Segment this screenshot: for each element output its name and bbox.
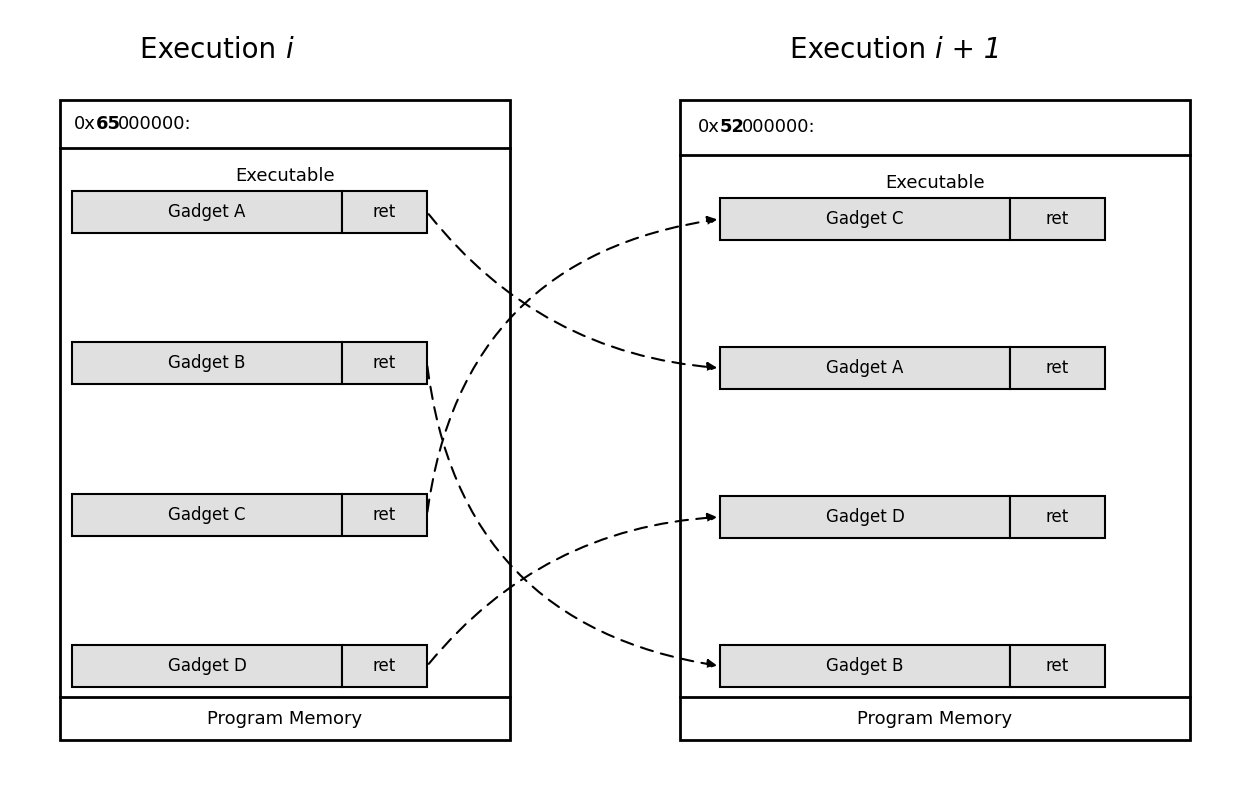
Text: ret: ret — [1045, 657, 1069, 675]
Text: Execution: Execution — [790, 36, 935, 64]
Text: Gadget C: Gadget C — [169, 506, 246, 524]
Bar — [72, 494, 342, 535]
FancyArrowPatch shape — [429, 214, 715, 371]
Text: 0x: 0x — [74, 115, 95, 133]
Bar — [680, 100, 1190, 740]
Text: 000000:: 000000: — [118, 115, 192, 133]
Text: Executable: Executable — [885, 174, 985, 192]
Bar — [1011, 198, 1105, 240]
FancyArrowPatch shape — [428, 366, 715, 668]
Text: Program Memory: Program Memory — [207, 710, 362, 728]
Text: 65: 65 — [95, 115, 122, 133]
Text: Gadget D: Gadget D — [167, 657, 247, 675]
Bar — [1011, 347, 1105, 389]
Bar — [72, 645, 342, 687]
Text: Execution: Execution — [140, 36, 285, 64]
Bar — [1011, 496, 1105, 538]
Text: Gadget B: Gadget B — [826, 657, 904, 675]
Text: ret: ret — [373, 506, 396, 524]
Text: Gadget A: Gadget A — [169, 203, 246, 221]
Bar — [342, 191, 427, 233]
Bar — [342, 342, 427, 385]
Bar — [342, 645, 427, 687]
Text: Executable: Executable — [236, 167, 335, 185]
Bar — [720, 496, 1011, 538]
Text: Gadget A: Gadget A — [826, 359, 904, 377]
Text: i: i — [285, 36, 293, 64]
Text: Program Memory: Program Memory — [857, 710, 1013, 728]
Text: ret: ret — [1045, 210, 1069, 228]
Bar — [720, 198, 1011, 240]
Text: Gadget B: Gadget B — [169, 354, 246, 372]
Text: ret: ret — [1045, 508, 1069, 526]
Text: Gadget D: Gadget D — [826, 508, 904, 526]
Text: ret: ret — [1045, 359, 1069, 377]
FancyArrowPatch shape — [428, 217, 715, 512]
Bar — [720, 645, 1011, 687]
Bar — [342, 494, 427, 535]
Text: Gadget C: Gadget C — [826, 210, 904, 228]
Bar — [60, 100, 510, 740]
Bar — [72, 342, 342, 385]
Text: 000000:: 000000: — [742, 119, 816, 137]
Text: 0x: 0x — [698, 119, 720, 137]
Text: ret: ret — [373, 657, 396, 675]
Bar — [720, 347, 1011, 389]
Text: ret: ret — [373, 354, 396, 372]
Bar — [72, 191, 342, 233]
Text: 52: 52 — [720, 119, 745, 137]
Text: ret: ret — [373, 203, 396, 221]
Text: i + 1: i + 1 — [935, 36, 1002, 64]
Bar — [1011, 645, 1105, 687]
FancyArrowPatch shape — [429, 514, 715, 664]
